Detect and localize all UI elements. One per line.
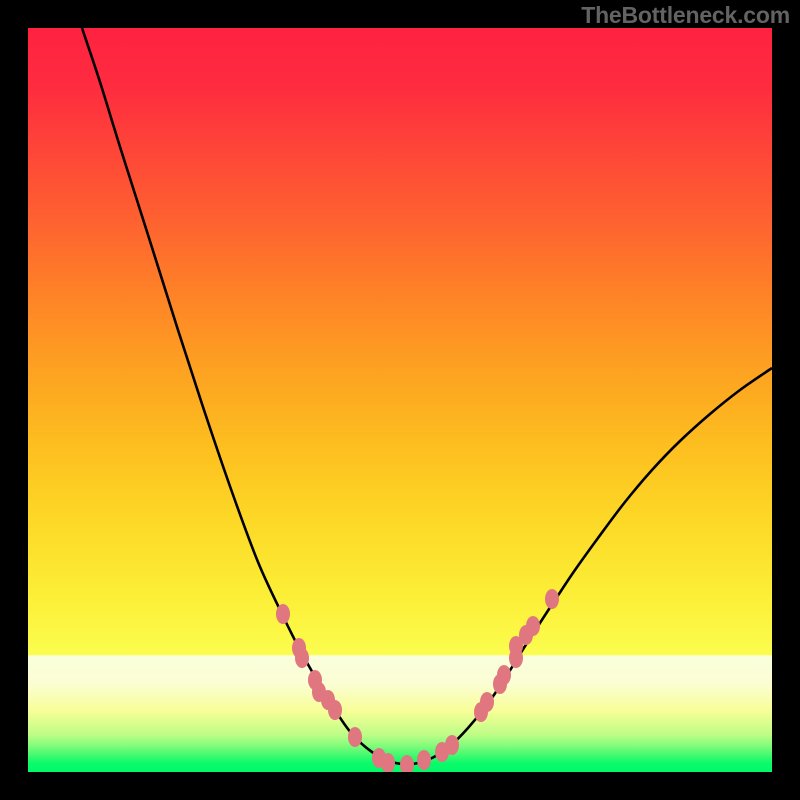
watermark-text: TheBottleneck.com: [581, 2, 790, 29]
data-marker: [526, 616, 540, 636]
data-marker: [480, 692, 494, 712]
data-marker: [328, 700, 342, 720]
data-marker: [381, 753, 395, 773]
gradient-background: [28, 28, 772, 772]
data-marker: [400, 755, 414, 775]
data-marker: [545, 589, 559, 609]
data-marker: [348, 727, 362, 747]
data-marker: [497, 665, 511, 685]
data-marker: [276, 604, 290, 624]
data-marker: [295, 648, 309, 668]
data-marker: [445, 735, 459, 755]
data-marker: [417, 750, 431, 770]
bottleneck-chart: [0, 0, 800, 800]
